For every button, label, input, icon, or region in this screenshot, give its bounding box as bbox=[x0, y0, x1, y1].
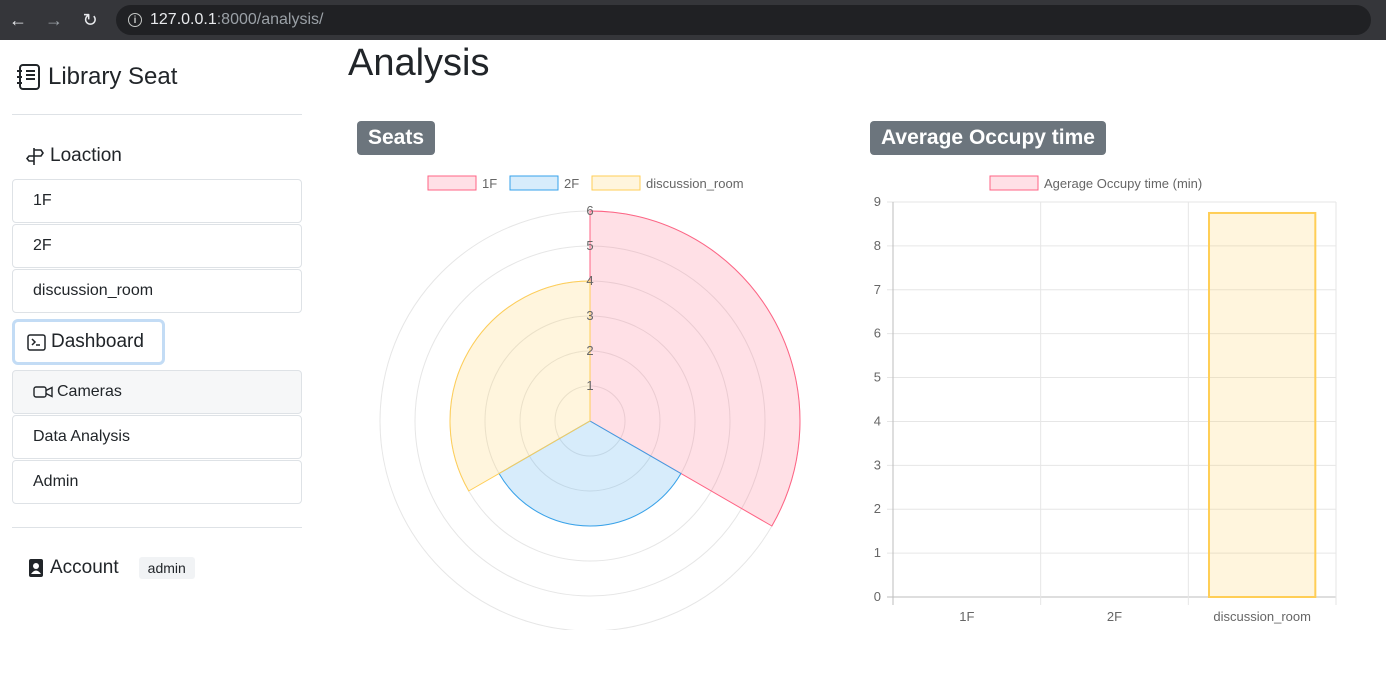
dashboard-button[interactable]: Dashboard bbox=[12, 319, 165, 365]
reload-icon[interactable]: ↻ bbox=[82, 9, 98, 30]
legend-swatch-1F bbox=[427, 175, 477, 191]
brand[interactable]: Library Seat bbox=[12, 40, 302, 114]
bar-discussion_room bbox=[1208, 211, 1317, 598]
y-tick-label: 6 bbox=[874, 326, 881, 341]
occupy-bar-chart: 0 1 2 3 4 5 6 7 8 9 1F 2F discussion_room Agerage Occ… bbox=[874, 175, 1337, 624]
polar-tick-label: 5 bbox=[586, 238, 593, 253]
location-item-label: 1F bbox=[33, 192, 52, 209]
url-host: 127.0.0.1 bbox=[150, 11, 217, 28]
x-tick-label: 2F bbox=[1107, 609, 1122, 624]
url-path: :8000/analysis/ bbox=[216, 11, 324, 28]
page-title: Analysis bbox=[348, 42, 490, 84]
y-tick-label: 3 bbox=[874, 457, 881, 472]
legend-label: Agerage Occupy time (min) bbox=[1044, 176, 1202, 191]
polar-tick-label: 6 bbox=[586, 203, 593, 218]
signpost-icon bbox=[26, 148, 44, 165]
polar-tick-label: 3 bbox=[586, 308, 593, 323]
y-tick-label: 4 bbox=[874, 413, 881, 428]
y-tick-label: 5 bbox=[874, 370, 881, 385]
site-info-icon[interactable]: i bbox=[128, 13, 142, 27]
dashboard-item-data-analysis[interactable]: Data Analysis bbox=[12, 415, 302, 459]
brand-name: Library Seat bbox=[48, 63, 178, 90]
terminal-icon bbox=[27, 333, 46, 351]
dashboard-item-label: Data Analysis bbox=[33, 428, 130, 445]
camera-icon bbox=[33, 386, 53, 398]
account-label: Account bbox=[50, 557, 119, 578]
legend-swatch-2F bbox=[509, 175, 559, 191]
location-item-label: discussion_room bbox=[33, 282, 154, 299]
legend-label-1F: 1F bbox=[482, 176, 497, 191]
journal-icon bbox=[17, 64, 40, 90]
person-badge-icon bbox=[29, 559, 43, 577]
y-tick-label: 0 bbox=[874, 589, 881, 604]
dashboard-item-label: Cameras bbox=[57, 383, 122, 400]
polar-sector-1F bbox=[589, 210, 801, 527]
polar-tick-label: 1 bbox=[586, 378, 593, 393]
legend-label-discussion_room: discussion_room bbox=[646, 176, 744, 191]
dashboard-item-cameras[interactable]: Cameras bbox=[12, 370, 302, 414]
dashboard-item-label: Admin bbox=[33, 473, 79, 490]
dashboard-label: Dashboard bbox=[51, 331, 144, 352]
location-item-discussion-room[interactable]: discussion_room bbox=[12, 269, 302, 313]
forward-arrow-icon[interactable]: → bbox=[45, 9, 63, 30]
sidebar: Library Seat Loaction 1F 2F discussion_r… bbox=[12, 40, 302, 608]
polar-sector-discussion_room bbox=[449, 280, 591, 492]
seats-header: Seats bbox=[357, 121, 436, 155]
legend-swatch bbox=[989, 175, 1039, 191]
address-bar[interactable]: i 127.0.0.1:8000/analysis/ bbox=[116, 5, 1371, 35]
location-heading: Loaction bbox=[12, 115, 302, 179]
location-item-2f[interactable]: 2F bbox=[12, 224, 302, 268]
legend-label-2F: 2F bbox=[564, 176, 579, 191]
y-tick-label: 9 bbox=[874, 194, 881, 209]
dashboard-item-admin[interactable]: Admin bbox=[12, 460, 302, 504]
polar-tick-label: 4 bbox=[586, 273, 593, 288]
location-title: Loaction bbox=[50, 145, 122, 166]
account-user-badge: admin bbox=[138, 557, 195, 579]
y-tick-label: 2 bbox=[874, 501, 881, 516]
account-section[interactable]: Account admin bbox=[12, 528, 302, 608]
divider bbox=[12, 114, 302, 115]
back-arrow-icon[interactable]: ← bbox=[9, 9, 27, 30]
x-tick-label: discussion_room bbox=[1213, 609, 1311, 624]
location-item-label: 2F bbox=[33, 237, 52, 254]
occupy-header: Average Occupy time bbox=[870, 121, 1106, 155]
legend-swatch-discussion_room bbox=[591, 175, 641, 191]
browser-toolbar: ← → ↻ i 127.0.0.1:8000/analysis/ bbox=[0, 0, 1386, 40]
y-tick-label: 7 bbox=[874, 282, 881, 297]
divider bbox=[12, 527, 302, 528]
seats-polar-chart: 1 2 3 4 5 6 1F 2F discussion_room bbox=[379, 175, 801, 630]
y-tick-label: 1 bbox=[874, 545, 881, 560]
x-tick-label: 1F bbox=[959, 609, 974, 624]
y-tick-label: 8 bbox=[874, 238, 881, 253]
location-item-1f[interactable]: 1F bbox=[12, 179, 302, 223]
polar-tick-label: 2 bbox=[586, 343, 593, 358]
